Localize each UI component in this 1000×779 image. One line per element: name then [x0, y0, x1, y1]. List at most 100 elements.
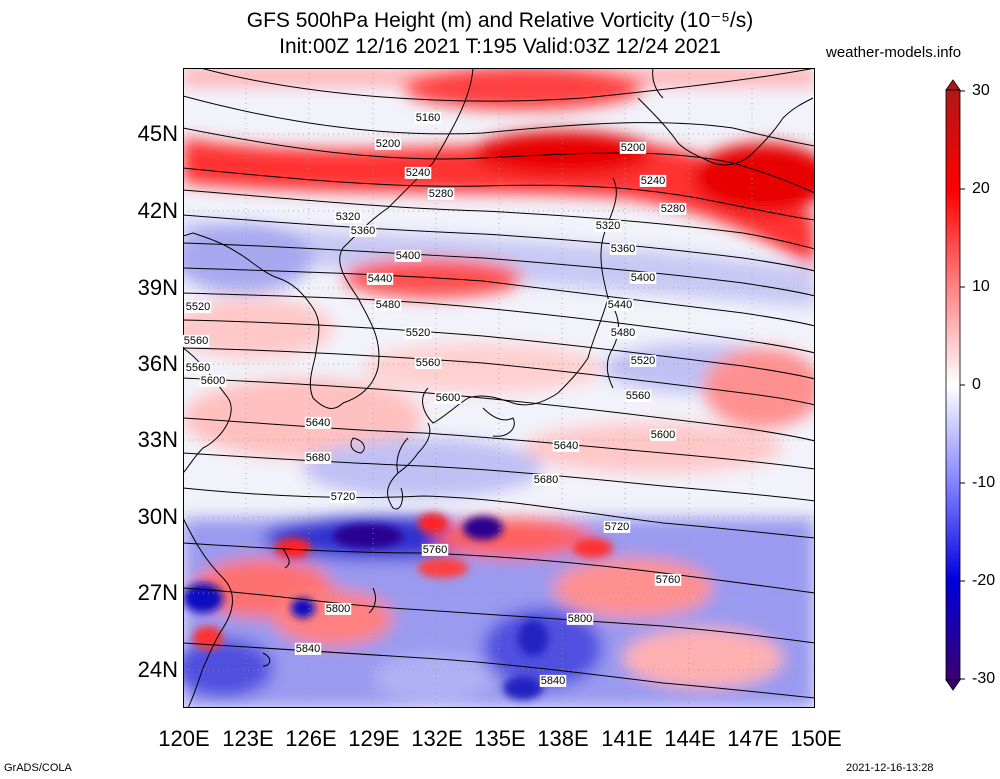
lat-label-42N: 42N — [137, 198, 178, 223]
map-title-line1: GFS 500hPa Height (m) and Relative Vorti… — [246, 9, 754, 32]
colorbar-bottom-arrow — [945, 679, 961, 691]
contour-label-bg — [532, 473, 560, 486]
lon-label-135E: 135E — [474, 726, 526, 751]
contour-label-5200: 5200 — [621, 142, 645, 154]
contour-label-bg — [349, 224, 377, 237]
contour-label-bg — [609, 326, 637, 339]
contour-label-5400: 5400 — [631, 272, 655, 284]
contour-label-5240: 5240 — [641, 175, 665, 187]
contour-label-bg — [659, 202, 687, 215]
site-credit: weather-models.info — [826, 44, 962, 61]
lon-label-120E: 120E — [158, 726, 210, 751]
vorticity-detail — [183, 513, 613, 700]
lon-label-150E: 150E — [790, 726, 842, 751]
contour-label-bg — [629, 271, 657, 284]
contour-label-5640: 5640 — [306, 417, 330, 429]
contour-label-bg — [414, 356, 442, 369]
contour-label-bg — [366, 272, 394, 285]
contour-label-5280: 5280 — [661, 203, 685, 215]
contour-label-5600: 5600 — [436, 392, 460, 404]
colorbar-tick-30: 30 — [972, 82, 990, 99]
contour-label-bg — [649, 428, 677, 441]
contour-label-5520: 5520 — [631, 355, 655, 367]
contour-label-5760: 5760 — [423, 544, 447, 556]
contour-label-bg — [427, 187, 455, 200]
contour-label-5360: 5360 — [351, 225, 375, 237]
contour-label-5800: 5800 — [326, 603, 350, 615]
contour-label-5160: 5160 — [416, 112, 440, 124]
contour-label-5360: 5360 — [611, 243, 635, 255]
contour-label-bg — [404, 326, 432, 339]
contour-label-5720: 5720 — [331, 491, 355, 503]
colorbar-tick-neg20: -20 — [972, 572, 996, 589]
contour-label-bg — [629, 354, 657, 367]
contour-label-bg — [639, 174, 667, 187]
contour-label-5680: 5680 — [306, 452, 330, 464]
lat-label-24N: 24N — [137, 657, 178, 682]
contour-label-bg — [183, 334, 210, 347]
contour-label-bg — [619, 141, 647, 154]
contour-label-5560: 5560 — [184, 335, 208, 347]
contour-label-5440: 5440 — [368, 273, 392, 285]
contour-label-bg — [184, 361, 212, 374]
contour-label-bg — [324, 602, 352, 615]
contour-label-bg — [394, 249, 422, 262]
contour-label-bg — [184, 300, 212, 313]
contour-label-5520: 5520 — [406, 327, 430, 339]
colorbar-tick-20: 20 — [972, 180, 990, 197]
lon-label-147E: 147E — [727, 726, 779, 751]
lat-label-36N: 36N — [137, 351, 178, 376]
graticule — [183, 68, 815, 708]
contour-label-5800: 5800 — [568, 613, 592, 625]
contour-label-5560: 5560 — [186, 362, 210, 374]
contour-label-5640: 5640 — [554, 440, 578, 452]
contour-label-bg — [609, 242, 637, 255]
contour-label-bg — [603, 520, 631, 533]
colorbar-tick-0: 0 — [972, 376, 981, 393]
colorbar-scale — [945, 89, 961, 681]
lat-label-39N: 39N — [137, 275, 178, 300]
map-title-line2: Init:00Z 12/16 2021 T:195 Valid:03Z 12/2… — [279, 35, 721, 58]
contour-label-bg — [566, 612, 594, 625]
contour-label-5280: 5280 — [429, 188, 453, 200]
contour-label-5480: 5480 — [611, 327, 635, 339]
lat-label-27N: 27N — [137, 580, 178, 605]
lon-label-129E: 129E — [348, 726, 400, 751]
contour-label-bg — [199, 374, 227, 387]
contour-label-5520: 5520 — [186, 301, 210, 313]
colorbar-top-arrow — [945, 79, 961, 91]
contour-label-5600: 5600 — [651, 429, 675, 441]
height-contours — [183, 68, 815, 699]
lon-label-138E: 138E — [537, 726, 589, 751]
vorticity-map: 5160 5200 5200 5240 5240 5280 5280 5320 5320 5360… — [183, 68, 815, 708]
contour-label-5440: 5440 — [608, 299, 632, 311]
lon-label-144E: 144E — [664, 726, 716, 751]
contour-label-5760: 5760 — [656, 574, 680, 586]
contour-label-5560: 5560 — [626, 390, 650, 402]
footer-software: GrADS/COLA — [4, 762, 72, 774]
contour-label-bg — [654, 573, 682, 586]
contour-label-bg — [374, 137, 402, 150]
lon-label-141E: 141E — [601, 726, 653, 751]
lon-label-123E: 123E — [222, 726, 274, 751]
contour-label-bg — [606, 298, 634, 311]
contour-label-5320: 5320 — [596, 220, 620, 232]
colorbar-tick-neg10: -10 — [972, 474, 996, 491]
footer-timestamp: 2021-12-16-13:28 — [846, 762, 934, 774]
contour-label-bg — [334, 210, 362, 223]
contour-label-bg — [552, 439, 580, 452]
contour-label-bg — [539, 674, 567, 687]
contour-label-5840: 5840 — [541, 675, 565, 687]
colorbar-tick-neg30: -30 — [972, 670, 996, 687]
lon-label-126E: 126E — [285, 726, 337, 751]
contour-label-bg — [594, 219, 622, 232]
colorbar — [945, 79, 965, 691]
contour-label-5560: 5560 — [416, 357, 440, 369]
lat-label-45N: 45N — [137, 121, 178, 146]
contour-label-bg — [404, 166, 432, 179]
contour-label-bg — [414, 111, 442, 124]
contour-label-bg — [421, 543, 449, 556]
contour-label-5600: 5600 — [201, 375, 225, 387]
lat-label-33N: 33N — [137, 427, 178, 452]
contour-labels: 5160 5200 5200 5240 5240 5280 5280 5320 5320 5360… — [183, 111, 687, 687]
